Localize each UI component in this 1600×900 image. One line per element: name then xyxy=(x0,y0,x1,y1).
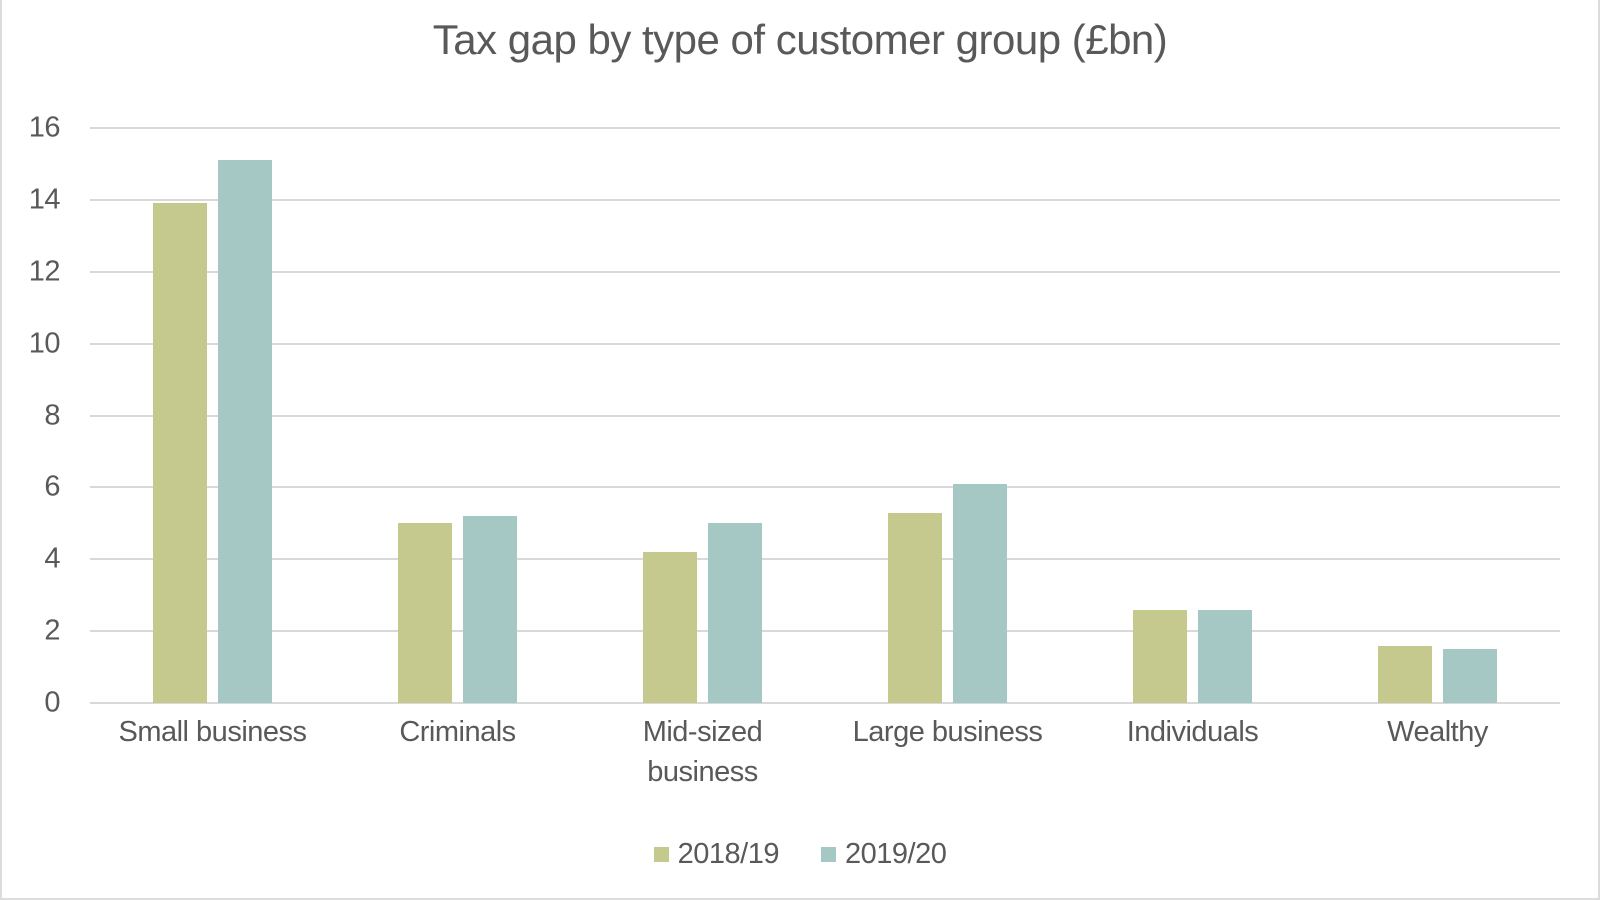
x-axis-category-label: Criminals xyxy=(335,712,580,792)
legend: 2018/19 2019/20 xyxy=(2,838,1598,871)
y-axis-tick-label: 0 xyxy=(44,686,60,719)
bar-2019-20 xyxy=(1198,609,1252,703)
y-axis-tick-label: 12 xyxy=(28,255,61,288)
plot-area xyxy=(90,127,1560,704)
gridline xyxy=(90,486,1560,489)
chart-title: Tax gap by type of customer group (£bn) xyxy=(432,16,1168,63)
x-axis-category-label-text: Mid-sized business xyxy=(642,716,763,788)
bar-2018-19 xyxy=(1133,609,1187,703)
x-axis-category-label: Large business xyxy=(825,712,1070,792)
x-axis-category-label: Wealthy xyxy=(1315,712,1560,792)
bar-group xyxy=(335,128,580,703)
bar-group xyxy=(1315,128,1560,703)
gridline xyxy=(90,127,1560,129)
y-axis-tick-label: 2 xyxy=(44,614,60,647)
legend-label: 2019/20 xyxy=(845,838,947,870)
bar-2018-19 xyxy=(888,512,942,703)
gridline xyxy=(90,630,1560,633)
x-axis-category-label-text: Small business xyxy=(118,716,307,748)
y-axis-tick-label: 4 xyxy=(44,542,60,575)
bar-2019-20 xyxy=(953,483,1007,703)
gridline xyxy=(90,414,1560,417)
legend-swatch xyxy=(653,847,669,862)
x-axis-category-label: Individuals xyxy=(1070,712,1315,792)
bar-group xyxy=(1070,128,1315,703)
bar-2018-19 xyxy=(1378,645,1432,703)
bars-layer xyxy=(90,128,1560,703)
legend-swatch xyxy=(821,847,836,862)
bar-2019-20 xyxy=(218,160,272,703)
y-axis-tick-label: 8 xyxy=(44,399,60,431)
x-axis-category-label-text: Wealthy xyxy=(1387,716,1488,748)
x-axis-category-label-text: Large business xyxy=(852,716,1043,748)
x-axis-category-label: Mid-sized business xyxy=(580,712,825,792)
gridline xyxy=(90,270,1560,273)
y-axis-tick-label: 14 xyxy=(28,183,61,216)
bar-2019-20 xyxy=(708,523,762,703)
y-axis: 16 14 12 10 8 6 4 2 0 xyxy=(2,112,61,719)
bar-group xyxy=(90,128,335,703)
gridline xyxy=(90,558,1560,561)
legend-item-2018-19: 2018/19 xyxy=(653,838,780,871)
legend-item-2019-20: 2019/20 xyxy=(821,838,947,871)
x-axis-category-label: Small business xyxy=(90,712,335,792)
x-axis: Small business Criminals Mid-sized busines… xyxy=(90,712,1560,792)
y-axis-tick-label: 16 xyxy=(28,111,61,144)
gridline xyxy=(90,342,1560,345)
bar-2019-20 xyxy=(1443,649,1497,703)
legend-label: 2018/19 xyxy=(677,838,780,870)
bar-group xyxy=(825,128,1070,703)
y-axis-tick-label: 6 xyxy=(44,470,60,503)
gridline xyxy=(90,198,1560,201)
x-axis-category-label-text: Individuals xyxy=(1126,716,1259,748)
bar-2019-20 xyxy=(463,516,517,703)
gridline xyxy=(90,702,1560,704)
x-axis-category-label-text: Criminals xyxy=(399,716,516,748)
bar-2018-19 xyxy=(398,523,452,703)
bar-2018-19 xyxy=(643,552,697,703)
y-axis-tick-label: 10 xyxy=(28,327,61,360)
bar-2018-19 xyxy=(153,203,207,703)
bar-group xyxy=(580,128,825,703)
